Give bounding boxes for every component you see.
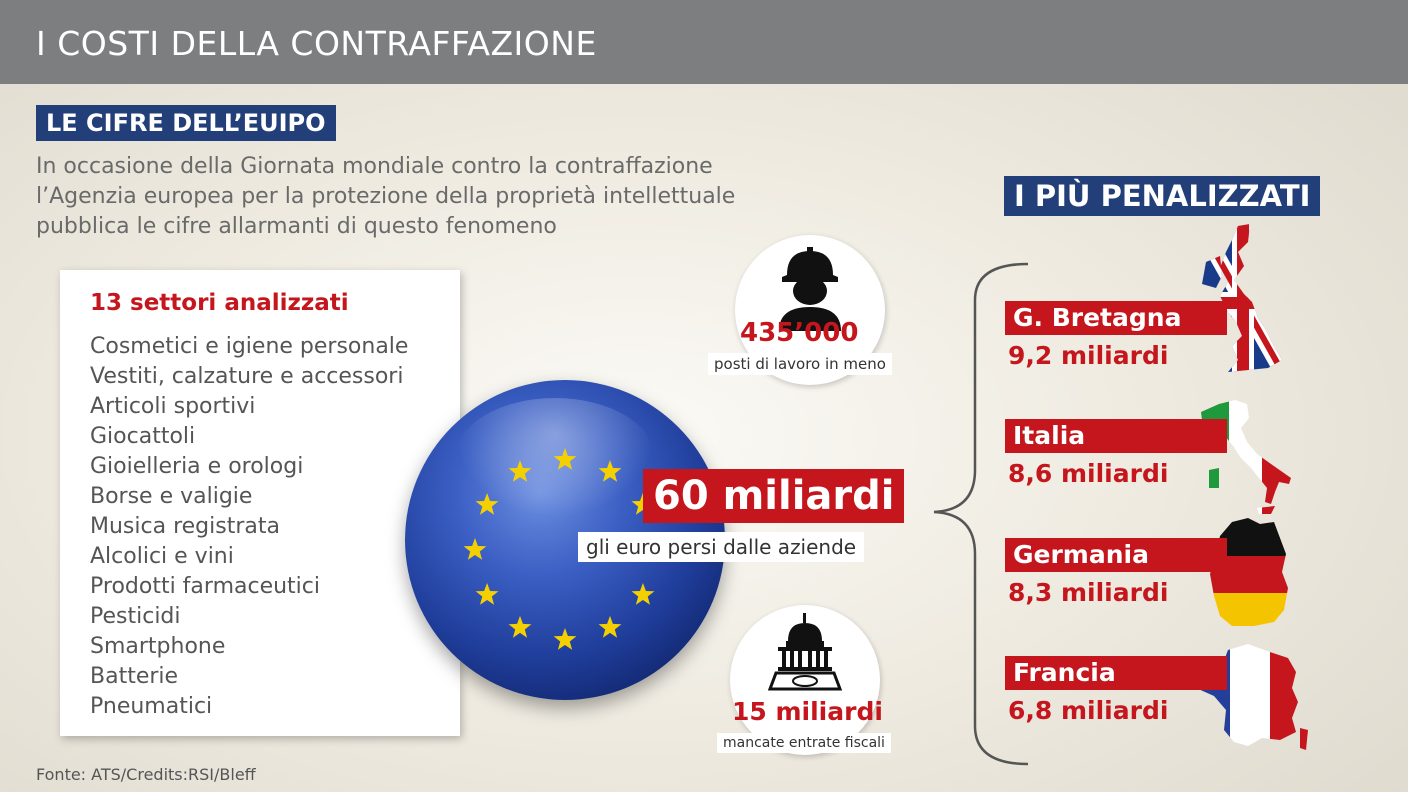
sector-item: Prodotti farmaceutici — [90, 574, 321, 599]
eu-star — [598, 615, 622, 638]
jobs-value: 435’000 — [740, 318, 859, 348]
sector-item: Articoli sportivi — [90, 394, 256, 419]
eu-star — [598, 460, 622, 482]
italy-map-flag-icon — [1201, 400, 1291, 514]
sector-item: Smartphone — [90, 634, 226, 659]
sectors-panel: 13 settori analizzati Cosmetici e igiene… — [60, 270, 460, 736]
eu-star — [475, 583, 499, 605]
country-name-france: Francia — [1005, 656, 1227, 690]
sector-item: Gioielleria e orologi — [90, 454, 304, 479]
total-label: gli euro persi dalle aziende — [578, 532, 865, 562]
uk-map-flag-icon — [1202, 224, 1282, 372]
source-credit: Fonte: ATS/Credits:RSI/Bleff — [36, 765, 256, 784]
eu-star — [508, 615, 532, 638]
intro-line: l’Agenzia europea per la protezione dell… — [36, 184, 736, 209]
eu-star — [553, 628, 577, 650]
sector-item: Alcolici e vini — [90, 544, 234, 569]
sectors-title: 13 settori analizzati — [90, 290, 349, 316]
tax-label: mancate entrate fiscali — [717, 733, 891, 753]
sector-item: Borse e valigie — [90, 484, 253, 509]
brace-icon — [933, 262, 1029, 766]
country-amount-uk: 9,2 miliardi — [1008, 341, 1169, 370]
eu-star — [508, 460, 532, 482]
eu-star — [553, 448, 577, 470]
intro-line: In occasione della Giornata mondiale con… — [36, 154, 713, 179]
intro-line: pubblica le cifre allarmanti di questo f… — [36, 214, 557, 239]
tax-value: 15 miliardi — [732, 697, 883, 726]
country-amount-germany: 8,3 miliardi — [1008, 578, 1169, 607]
header-bar: I COSTI DELLA CONTRAFFAZIONE — [0, 0, 1408, 84]
sector-item: Vestiti, calzature e accessori — [90, 364, 404, 389]
jobs-label: posti di lavoro in meno — [708, 353, 892, 375]
sectors-list: Cosmetici e igiene personale Vestiti, ca… — [90, 332, 408, 722]
tax-circle — [730, 605, 880, 755]
eu-stars-icon — [463, 448, 667, 650]
most-affected-title: I PIÙ PENALIZZATI — [1004, 176, 1321, 216]
country-amount-france: 6,8 miliardi — [1008, 696, 1169, 725]
eu-star — [631, 493, 655, 515]
country-name-uk: G. Bretagna — [1005, 301, 1227, 335]
government-building-icon — [767, 613, 843, 691]
eu-star — [463, 538, 487, 560]
sector-item: Batterie — [90, 664, 179, 689]
total-value: 60 miliardi — [643, 469, 905, 523]
intro-text: In occasione della Giornata mondiale con… — [36, 152, 735, 242]
sector-item: Giocattoli — [90, 424, 196, 449]
sector-item: Musica registrata — [90, 514, 280, 539]
eu-star — [631, 583, 655, 605]
germany-map-flag-icon — [1210, 518, 1288, 626]
sector-item: Pneumatici — [90, 694, 213, 719]
sector-item: Cosmetici e igiene personale — [90, 334, 409, 359]
country-name-italy: Italia — [1005, 419, 1227, 453]
page-title: I COSTI DELLA CONTRAFFAZIONE — [36, 24, 597, 63]
country-amount-italy: 8,6 miliardi — [1008, 459, 1169, 488]
sector-item: Pesticidi — [90, 604, 181, 629]
country-name-germany: Germania — [1005, 538, 1227, 572]
eu-star — [475, 493, 499, 515]
worker-icon — [779, 247, 841, 331]
subtitle-tag: LE CIFRE DELL’EUIPO — [36, 105, 336, 141]
